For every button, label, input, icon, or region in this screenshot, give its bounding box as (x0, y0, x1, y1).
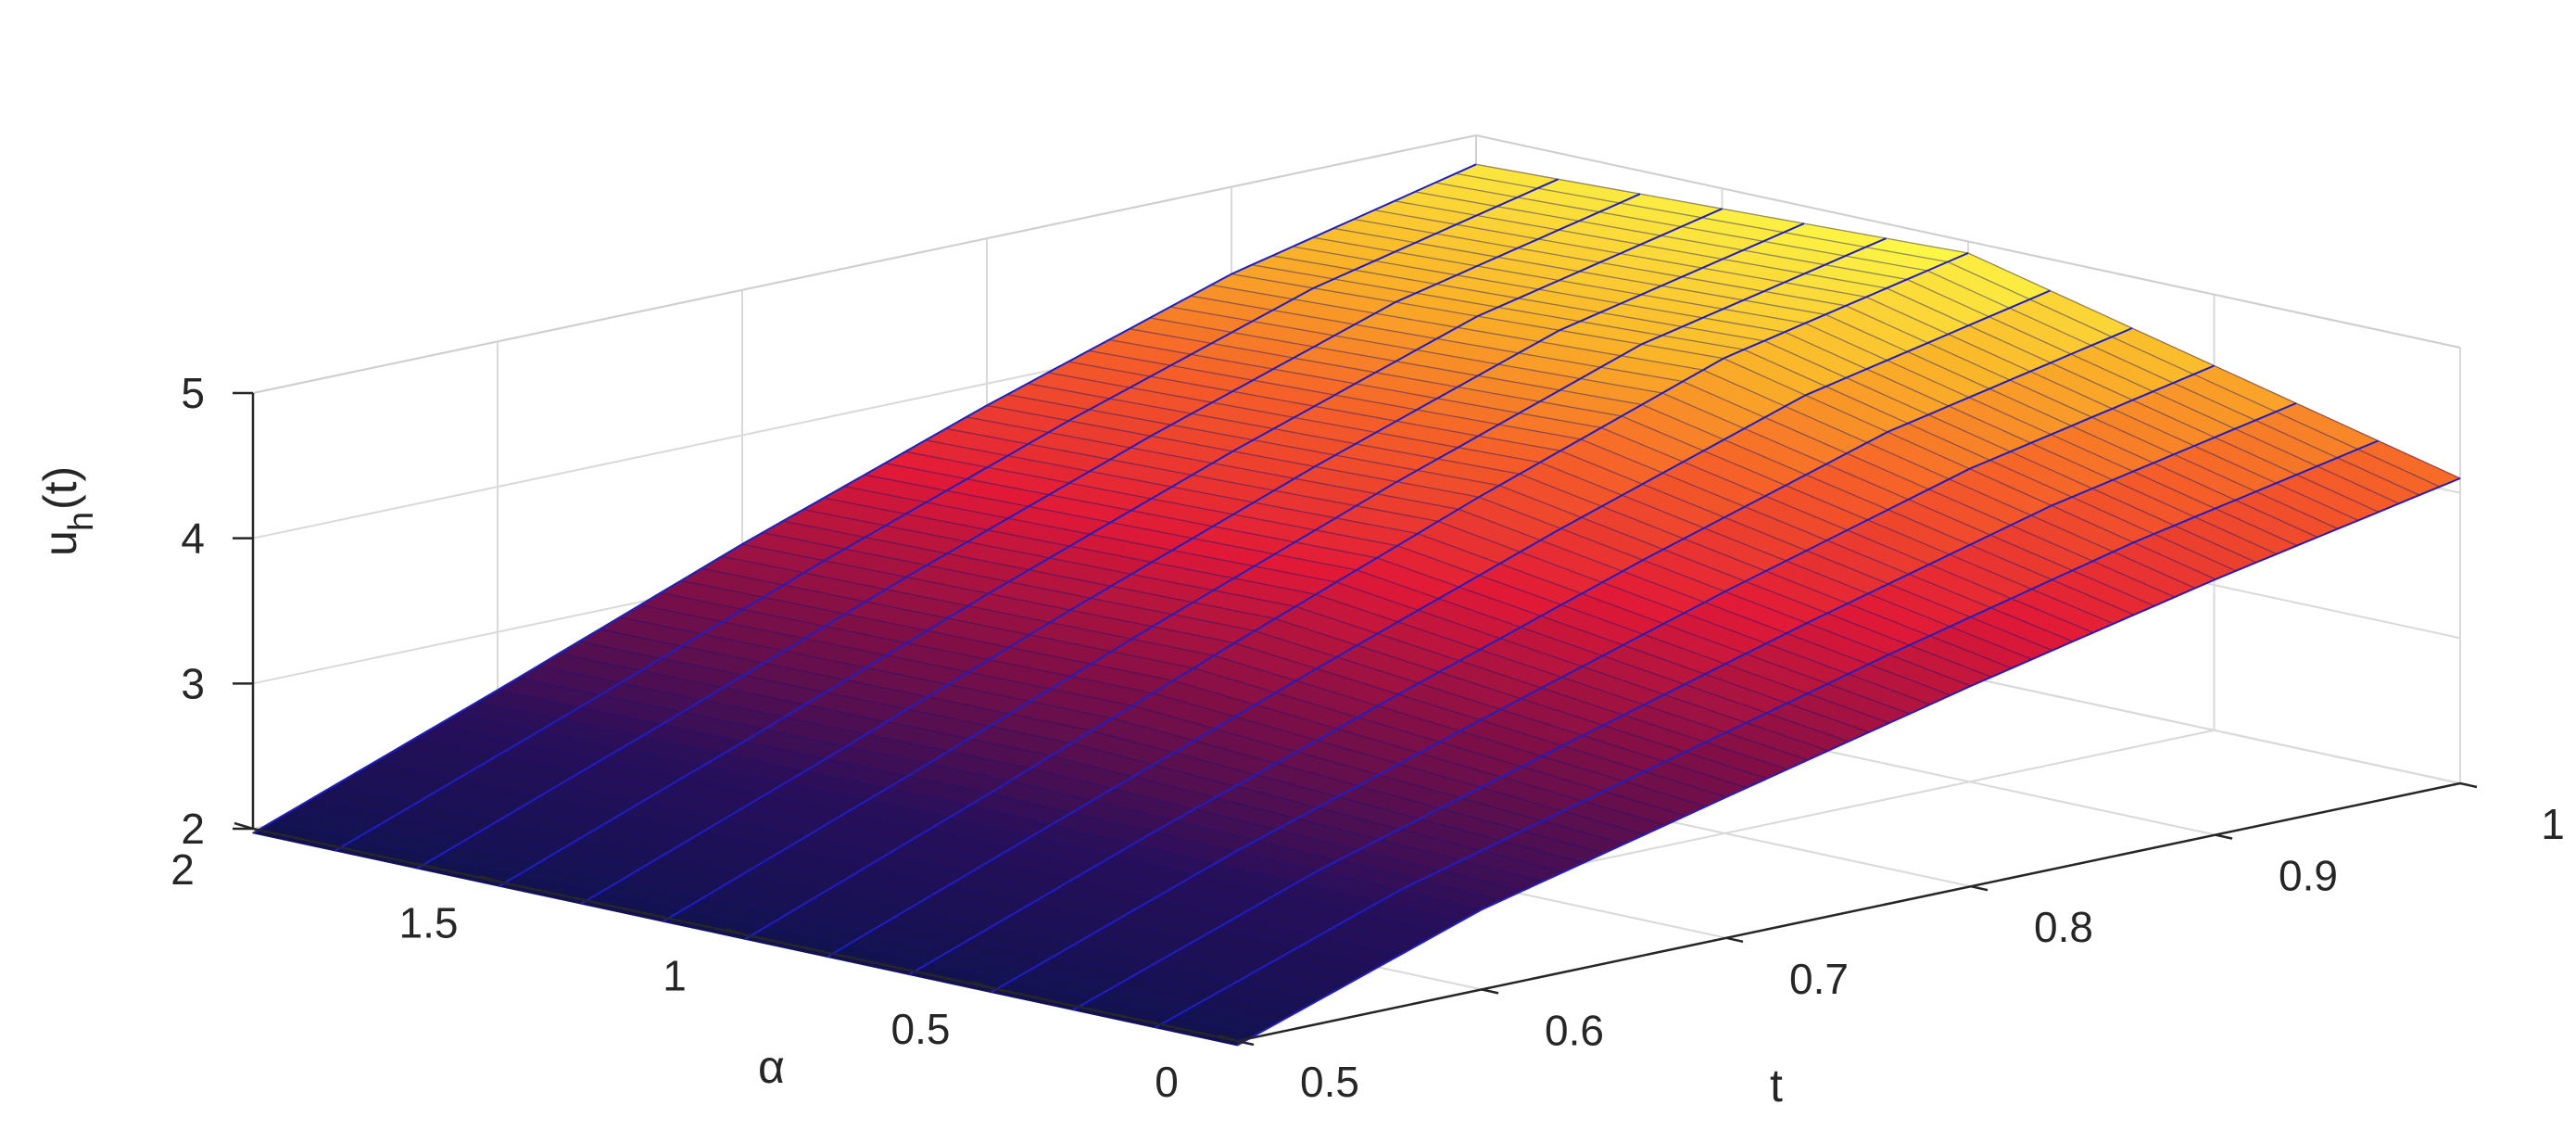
mesh-line-alpha (334, 178, 1559, 852)
y-tick-label: 1.5 (399, 898, 459, 946)
mesh-line-alpha (252, 163, 1477, 834)
y-tick-label: 2 (170, 845, 195, 894)
mesh-line-alpha (826, 289, 2051, 959)
x-tick-label: 1 (2541, 800, 2565, 848)
x-tick-mark (1725, 936, 1744, 944)
x-tick-mark (1481, 988, 1499, 995)
mesh-line-alpha (1236, 477, 2461, 1047)
y-tick-label: 1 (663, 952, 687, 1000)
x-tick-mark (1970, 884, 1989, 892)
y-tick-mark (972, 981, 991, 989)
z-tick-label: 2 (181, 805, 205, 853)
z-axis-label-tail: (t) (34, 466, 86, 510)
box-edge (252, 134, 1477, 394)
z-axis-label: u h (t) (34, 466, 101, 556)
z-axis-label-main: u (34, 530, 86, 556)
y-tick-mark (1218, 1034, 1238, 1043)
x-tick-mark (2459, 781, 2478, 789)
mesh-line-alpha (662, 237, 1887, 922)
surface-mesh (251, 163, 2462, 1047)
x-axis-label: t (1770, 1060, 1783, 1111)
mesh-line-alpha (744, 252, 1969, 941)
mesh-line-alpha (991, 364, 2215, 994)
mesh-line-alpha (580, 222, 1805, 905)
z-axis-label-subscript: h (62, 512, 101, 531)
x-tick-label: 0.8 (2034, 903, 2093, 951)
mesh-line-alpha (1155, 439, 2379, 1029)
y-tick-mark (480, 875, 499, 883)
y-axis-label: α (758, 1041, 785, 1093)
mesh-line-alpha (498, 208, 1723, 887)
x-tick-mark (1236, 1039, 1255, 1047)
mesh-line-alpha (908, 327, 2133, 976)
y-tick-label: 0 (1155, 1058, 1179, 1106)
x-tick-mark (2215, 833, 2233, 840)
z-tick-label: 5 (181, 369, 205, 417)
x-tick-label: 0.5 (1300, 1058, 1359, 1106)
x-tick-label: 0.7 (1789, 955, 1849, 1003)
mesh-line-alpha (1072, 402, 2297, 1011)
x-tick-label: 0.6 (1545, 1006, 1604, 1054)
x-tick-label: 0.9 (2279, 852, 2338, 900)
z-tick-label: 3 (181, 659, 205, 707)
box-edge (1475, 134, 2461, 349)
y-tick-mark (726, 928, 746, 936)
y-tick-label: 0.5 (891, 1005, 951, 1053)
x-axis-line (1236, 781, 2461, 1043)
axis-ticks: 0.5 0.6 0.7 0.8 0.9 1 0 0.5 1 1.5 22 3 4 5 (170, 369, 2565, 1106)
mesh-line-alpha (416, 193, 1641, 870)
z-tick-label: 4 (181, 514, 205, 563)
